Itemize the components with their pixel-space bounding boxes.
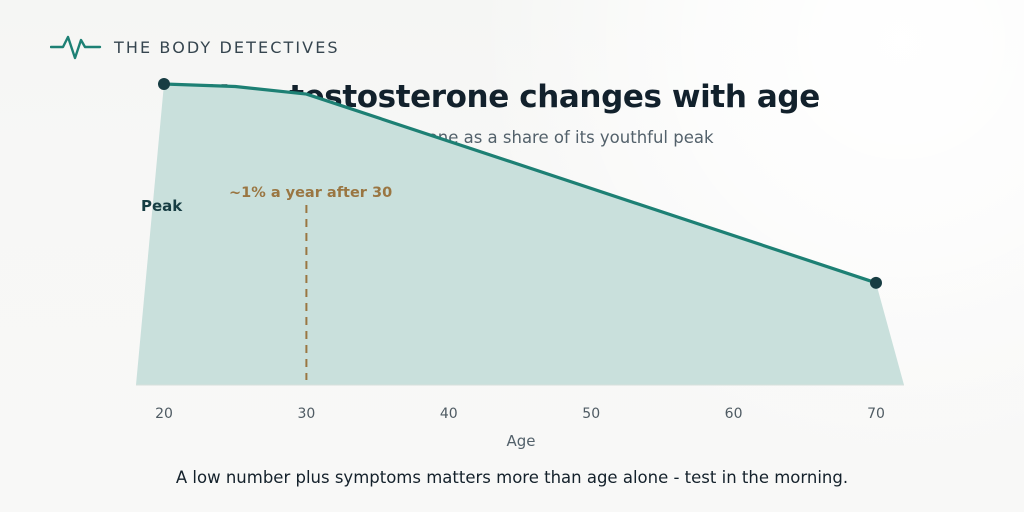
- brand-header: THE BODY DETECTIVES: [50, 30, 340, 64]
- brand-name: THE BODY DETECTIVES: [114, 37, 340, 57]
- peak-point: [158, 78, 170, 90]
- x-axis-ticks: 20 30 40 50 60 70: [155, 406, 885, 422]
- x-tick-label-50: 50: [582, 406, 600, 422]
- x-axis-label: Age: [506, 432, 535, 450]
- x-tick-label-30: 30: [297, 406, 315, 422]
- heartbeat-line-icon: [50, 35, 102, 60]
- peak-label: Peak: [141, 197, 183, 215]
- x-tick-label-60: 60: [725, 406, 743, 422]
- area-fill: [136, 84, 904, 385]
- x-tick-label-40: 40: [440, 406, 458, 422]
- annotation-label: ~1% a year after 30: [229, 185, 392, 201]
- points-layer: [158, 78, 882, 289]
- footer-note: A low number plus symptoms matters more …: [175, 468, 849, 487]
- trend-line: [162, 82, 878, 285]
- x-tick-label-20: 20: [155, 406, 173, 422]
- x-tick-label-70: 70: [867, 406, 885, 422]
- end-point: [870, 276, 882, 289]
